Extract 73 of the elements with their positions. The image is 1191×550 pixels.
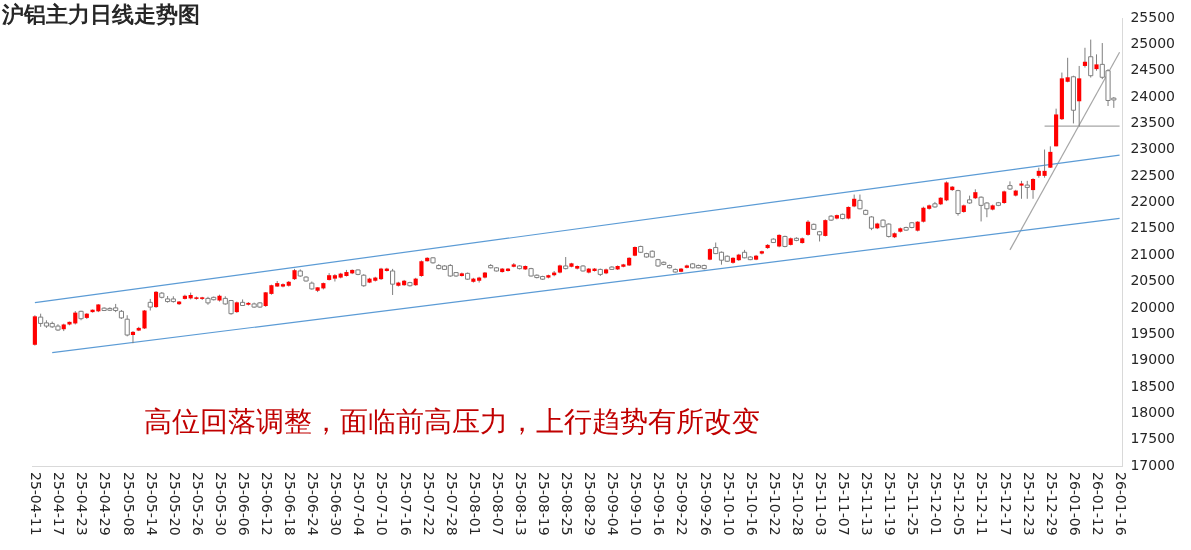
x-tick-label: 25-09-22: [674, 472, 691, 536]
annotation: 高位回落调整，面临前高压力，上行趋势有所改变: [144, 405, 760, 439]
x-tick-label: 25-08-19: [535, 472, 552, 536]
x-tick-label: 25-12-29: [1043, 472, 1060, 536]
y-tick-label: 18000: [1130, 403, 1176, 420]
y-tick-label: 24000: [1130, 87, 1176, 104]
y-tick-label: 22000: [1130, 193, 1176, 210]
y-tick-label: 18500: [1130, 377, 1176, 394]
x-tick-label: 25-05-20: [166, 472, 183, 536]
x-tick-label: 25-08-13: [512, 472, 529, 536]
chart-title: 沪铝主力日线走势图: [2, 1, 200, 29]
x-tick-label: 25-11-03: [812, 472, 829, 536]
x-tick-label: 25-10-10: [720, 472, 737, 536]
y-tick-label: 23500: [1130, 114, 1176, 131]
x-tick-label: 25-09-16: [651, 472, 668, 536]
x-tick-label: 25-05-30: [212, 472, 229, 536]
candlestick: [332, 273, 337, 283]
x-tick-label: 25-08-25: [559, 472, 576, 536]
y-tick-label: 25500: [1130, 8, 1176, 25]
x-tick-label: 25-08-01: [466, 472, 483, 536]
x-tick-label: 25-12-17: [997, 472, 1014, 536]
x-tick-label: 25-10-28: [789, 472, 806, 536]
x-tick-label: 25-11-25: [905, 472, 922, 536]
x-tick-label: 25-09-26: [697, 472, 714, 536]
x-tick-label: 25-06-18: [282, 472, 299, 536]
x-tick-label: 25-11-13: [859, 472, 876, 536]
x-tick-label: 25-09-10: [628, 472, 645, 536]
x-tick-label: 25-04-17: [51, 472, 68, 536]
x-tick-label: 25-07-16: [397, 472, 414, 536]
x-tick-label: 25-10-16: [743, 472, 760, 536]
x-tick-label: 25-06-06: [235, 472, 252, 536]
y-tick-label: 24500: [1130, 61, 1176, 78]
x-tick-label: 25-10-22: [766, 472, 783, 536]
x-tick-label: 25-05-14: [143, 472, 160, 536]
x-tick-label: 25-11-19: [882, 472, 899, 536]
x-tick-label: 25-09-04: [605, 472, 622, 536]
y-tick-label: 20000: [1130, 298, 1176, 315]
x-tick-label: 26-01-06: [1066, 472, 1083, 536]
candlestick: [1048, 145, 1053, 169]
y-tick-label: 21500: [1130, 219, 1176, 236]
x-tick-label: 25-12-05: [951, 472, 968, 536]
y-tick-label: 19000: [1130, 351, 1176, 368]
y-tick-label: 17000: [1130, 456, 1176, 473]
y-tick-label: 19500: [1130, 324, 1176, 341]
candlestick: [142, 309, 147, 330]
x-tick-label: 25-04-23: [74, 472, 91, 536]
candlestick: [1007, 180, 1013, 191]
y-tick-label: 17500: [1130, 430, 1176, 447]
x-tick-label: 25-05-26: [189, 472, 206, 536]
x-tick-label: 25-12-01: [928, 472, 945, 536]
x-tick-label: 25-07-22: [420, 472, 437, 536]
y-tick-label: 25000: [1130, 34, 1176, 51]
x-tick-label: 26-01-12: [1089, 472, 1106, 536]
x-tick-label: 25-04-11: [28, 472, 45, 536]
x-tick-label: 26-01-16: [1112, 472, 1129, 536]
x-tick-label: 25-07-28: [443, 472, 460, 536]
x-tick-label: 25-07-04: [351, 472, 368, 536]
x-tick-label: 25-06-30: [328, 472, 345, 536]
x-tick-label: 25-11-07: [836, 472, 852, 536]
x-tick-label: 25-12-11: [974, 472, 991, 536]
y-tick-label: 21000: [1130, 245, 1176, 262]
x-tick-label: 25-05-08: [120, 472, 137, 536]
y-tick-label: 22500: [1130, 166, 1176, 183]
x-tick-label: 25-12-23: [1020, 472, 1037, 536]
x-tick-label: 25-04-29: [97, 472, 114, 536]
x-tick-label: 25-07-10: [374, 472, 391, 536]
x-tick-label: 25-06-24: [305, 472, 322, 536]
y-tick-label: 23000: [1130, 140, 1176, 157]
x-tick-label: 25-08-07: [489, 472, 506, 536]
candlestick: [477, 276, 482, 284]
x-tick-label: 25-08-29: [582, 472, 599, 536]
y-tick-label: 20500: [1130, 272, 1176, 289]
x-tick-label: 25-06-12: [259, 472, 276, 536]
